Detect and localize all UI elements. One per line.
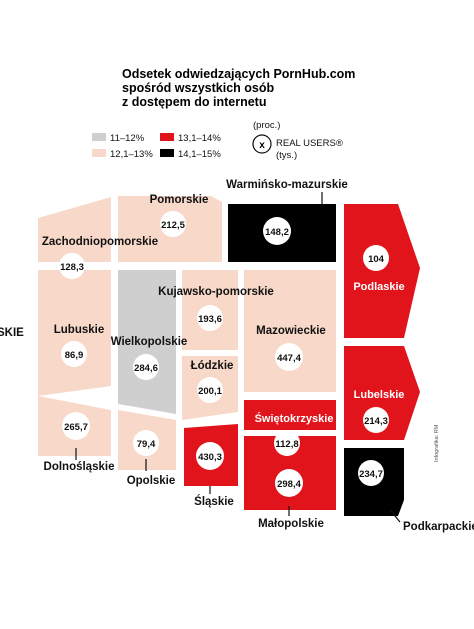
label-wielkopolskie: Wielkopolskie — [111, 336, 188, 348]
map-title-line-3: z dostępem do internetu — [122, 95, 266, 109]
value-opolskie: 79,4 — [137, 439, 156, 450]
value-circle-lubuskie — [61, 341, 87, 367]
leader-lines — [75, 192, 401, 523]
value-circle-opolskie — [133, 430, 159, 456]
value-circle-swietokrzyskie — [274, 430, 300, 456]
left-edge-fragment: SKIE — [0, 327, 24, 339]
legend-swatch-grey — [92, 133, 106, 141]
label-pomorskie: Pomorskie — [150, 194, 209, 206]
label-lubuskie: Lubuskie — [54, 324, 104, 336]
legend-circle-icon — [252, 134, 272, 154]
value-circle-slaskie — [196, 442, 224, 470]
value-podkarpackie: 234,7 — [359, 469, 383, 480]
value-lodzkie: 200,1 — [198, 386, 222, 397]
region-lubelskie — [344, 346, 420, 440]
map-title-line-2: spośród wszystkich osób — [122, 81, 274, 95]
region-labels: Pomorskie Warmińsko-mazurskie Zachodniop… — [42, 179, 474, 533]
value-circle-lodzkie — [197, 377, 223, 403]
label-podkarpackie: Podkarpackie — [403, 521, 474, 533]
label-dolnoslaskie: Dolnośląskie — [44, 461, 115, 473]
legend-real-users-label: REAL USERS® — [276, 138, 343, 149]
legend-label-pink: 12,1–13% — [110, 149, 153, 160]
label-slaskie: Śląskie — [194, 495, 234, 508]
value-circle-mazowieckie — [275, 343, 303, 371]
legend: 11–12% 13,1–14% 12,1–13% 14,1–15% (proc.… — [92, 120, 343, 161]
legend-swatch-black — [160, 149, 174, 157]
map-title-line-1: Odsetek odwiedzających PornHub.com — [122, 67, 355, 81]
leader-line-podkarpackie — [389, 509, 401, 523]
value-malopolskie: 298,4 — [277, 479, 301, 490]
region-swietokrzyskie — [244, 400, 336, 430]
region-lubuskie — [38, 270, 111, 396]
region-wielkopolskie — [118, 270, 176, 414]
legend-unit: (proc.) — [253, 120, 280, 131]
label-malopolskie: Małopolskie — [258, 518, 324, 530]
value-circle-malopolskie — [275, 469, 303, 497]
value-circle-dolnoslaskie — [62, 412, 90, 440]
label-lubelskie: Lubelskie — [354, 389, 405, 401]
label-opolskie: Opolskie — [127, 475, 176, 487]
value-mazowieckie: 447,4 — [277, 353, 301, 364]
value-swietokrzyskie: 112,8 — [275, 439, 298, 450]
value-circle-podlaskie — [363, 245, 389, 271]
value-dolnoslaskie: 265,7 — [64, 422, 88, 433]
value-pomorskie: 212,5 — [161, 220, 185, 231]
region-zachodniopomorskie — [38, 197, 111, 262]
label-warminsko-mazurskie: Warmińsko-mazurskie — [226, 179, 348, 191]
value-podlaskie: 104 — [368, 254, 385, 265]
legend-label-grey: 11–12% — [110, 133, 145, 144]
label-mazowieckie: Mazowieckie — [256, 325, 326, 337]
value-kujawsko-pomorskie: 193,6 — [198, 314, 222, 325]
region-podlaskie — [344, 204, 420, 338]
label-zachodniopomorskie: Zachodniopomorskie — [42, 236, 158, 248]
label-swietokrzyskie: Świętokrzyskie — [255, 412, 334, 425]
region-mazowieckie — [244, 270, 336, 392]
legend-real-users-unit: (tys.) — [276, 150, 297, 161]
value-circle-lubelskie — [363, 407, 389, 433]
value-circle-pomorskie — [160, 211, 186, 237]
value-slaskie: 430,3 — [198, 452, 222, 463]
value-warminsko-mazurskie: 148,2 — [265, 227, 289, 238]
legend-circle-symbol: x — [259, 140, 265, 151]
legend-label-red: 13,1–14% — [178, 133, 221, 144]
value-lubuskie: 86,9 — [65, 350, 84, 361]
regions — [38, 196, 420, 516]
infographic-credit: Infografika: RM — [434, 424, 440, 462]
value-circle-wielkopolskie — [133, 354, 159, 380]
legend-swatch-pink — [92, 149, 106, 157]
label-kujawsko-pomorskie: Kujawsko-pomorskie — [158, 286, 274, 298]
value-zachodniopomorskie: 128,3 — [60, 262, 84, 273]
value-circle-kujawsko-pomorskie — [197, 305, 223, 331]
legend-label-black: 14,1–15% — [178, 149, 221, 160]
value-circle-podkarpackie — [358, 460, 384, 486]
legend-swatch-red — [160, 133, 174, 141]
value-markers: 212,5 148,2 128,3 104 193,6 86,9 284,6 4… — [59, 211, 389, 497]
value-lubelskie: 214,3 — [364, 416, 388, 427]
value-circle-warminsko-mazurskie — [263, 217, 291, 245]
label-podlaskie: Podlaskie — [353, 281, 404, 293]
label-lodzkie: Łódzkie — [191, 360, 234, 372]
value-wielkopolskie: 284,6 — [134, 363, 158, 374]
value-circle-zachodniopomorskie — [59, 253, 85, 279]
